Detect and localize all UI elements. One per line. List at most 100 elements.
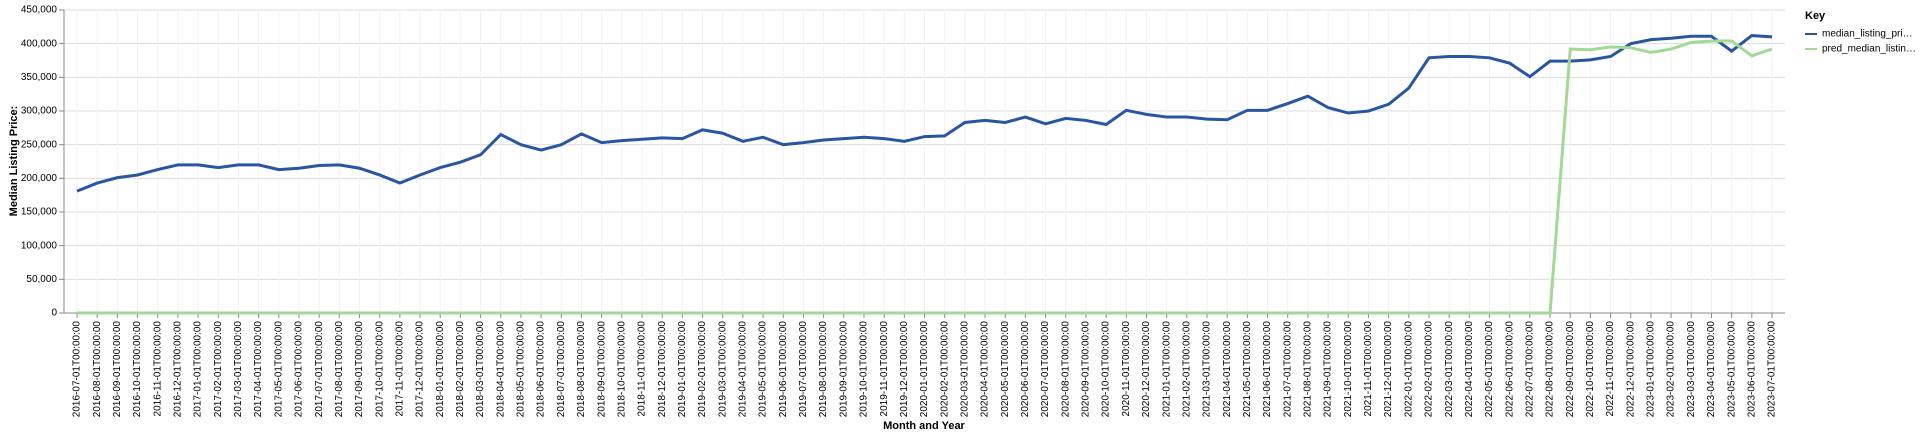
x-tick-label: 2019-09-01T00:00:00 [838, 321, 849, 418]
x-tick-label: 2023-06-01T00:00:00 [1746, 321, 1757, 418]
y-tick-label: 50,000 [26, 274, 57, 285]
x-tick-label: 2021-01-01T00:00:00 [1161, 321, 1172, 418]
x-tick-label: 2018-07-01T00:00:00 [556, 321, 567, 418]
x-tick-label: 2023-03-01T00:00:00 [1686, 321, 1697, 418]
x-tick-label: 2020-02-01T00:00:00 [939, 321, 950, 418]
x-tick-label: 2023-05-01T00:00:00 [1726, 321, 1737, 418]
x-tick-label: 2019-06-01T00:00:00 [778, 321, 789, 418]
x-tick-label: 2017-07-01T00:00:00 [314, 321, 325, 418]
x-tick-label: 2023-02-01T00:00:00 [1666, 321, 1677, 418]
x-tick-label: 2022-07-01T00:00:00 [1524, 321, 1535, 418]
x-tick-label: 2017-11-01T00:00:00 [394, 321, 405, 417]
x-tick-label: 2018-09-01T00:00:00 [596, 321, 607, 418]
x-tick-label: 2017-02-01T00:00:00 [213, 321, 224, 418]
x-tick-label: 2022-06-01T00:00:00 [1504, 321, 1515, 418]
x-tick-label: 2017-03-01T00:00:00 [233, 321, 244, 418]
x-tick-label: 2022-01-01T00:00:00 [1403, 321, 1414, 418]
y-tick-label: 400,000 [21, 38, 58, 49]
x-tick-label: 2022-10-01T00:00:00 [1585, 321, 1596, 418]
x-tick-label: 2019-11-01T00:00:00 [879, 321, 890, 417]
x-tick-label: 2017-04-01T00:00:00 [253, 321, 264, 418]
x-tick-label: 2019-01-01T00:00:00 [677, 321, 688, 418]
x-tick-label: 2022-12-01T00:00:00 [1625, 321, 1636, 418]
y-axis-title: Median Listing Price: [8, 106, 20, 217]
x-tick-label: 2019-12-01T00:00:00 [899, 321, 910, 418]
x-tick-label: 2018-04-01T00:00:00 [495, 321, 506, 418]
x-tick-label: 2018-08-01T00:00:00 [576, 321, 587, 418]
series-line [77, 39, 1773, 315]
x-tick-label: 2016-08-01T00:00:00 [92, 321, 103, 418]
x-tick-label: 2018-02-01T00:00:00 [455, 321, 466, 418]
x-tick-label: 2016-09-01T00:00:00 [112, 321, 123, 418]
x-tick-label: 2020-01-01T00:00:00 [919, 321, 930, 418]
x-tick-label: 2020-06-01T00:00:00 [1020, 321, 1031, 418]
x-tick-label: 2021-09-01T00:00:00 [1323, 321, 1334, 418]
x-tick-label: 2020-12-01T00:00:00 [1141, 321, 1152, 418]
y-tick-label: 350,000 [21, 72, 58, 83]
x-tick-label: 2018-10-01T00:00:00 [616, 321, 627, 418]
x-tick-label: 2021-03-01T00:00:00 [1202, 321, 1213, 418]
x-tick-label: 2020-05-01T00:00:00 [1000, 321, 1011, 418]
x-tick-label: 2021-04-01T00:00:00 [1222, 321, 1233, 418]
x-tick-label: 2022-08-01T00:00:00 [1545, 321, 1556, 418]
x-tick-label: 2023-01-01T00:00:00 [1646, 321, 1657, 418]
x-tick-label: 2019-02-01T00:00:00 [697, 321, 708, 418]
y-tick-label: 300,000 [21, 106, 58, 117]
x-tick-label: 2021-12-01T00:00:00 [1383, 321, 1394, 418]
x-tick-label: 2021-06-01T00:00:00 [1262, 321, 1273, 418]
x-tick-label: 2022-09-01T00:00:00 [1565, 321, 1576, 418]
x-tick-label: 2019-08-01T00:00:00 [818, 321, 829, 418]
x-tick-label: 2019-04-01T00:00:00 [738, 321, 749, 418]
x-tick-label: 2017-08-01T00:00:00 [334, 321, 345, 418]
legend-label: median_listing_pri… [1822, 29, 1913, 40]
x-tick-label: 2021-05-01T00:00:00 [1242, 321, 1253, 418]
x-tick-label: 2017-05-01T00:00:00 [273, 321, 284, 418]
x-tick-label: 2016-11-01T00:00:00 [152, 321, 163, 417]
x-tick-label: 2017-01-01T00:00:00 [193, 321, 204, 418]
x-tick-label: 2022-04-01T00:00:00 [1464, 321, 1475, 418]
x-tick-label: 2019-07-01T00:00:00 [798, 321, 809, 418]
x-tick-label: 2021-08-01T00:00:00 [1303, 321, 1314, 418]
x-tick-label: 2018-11-01T00:00:00 [637, 321, 648, 417]
x-tick-label: 2023-07-01T00:00:00 [1767, 321, 1778, 418]
x-tick-label: 2020-11-01T00:00:00 [1121, 321, 1132, 417]
x-tick-label: 2020-03-01T00:00:00 [959, 321, 970, 418]
x-tick-label: 2016-12-01T00:00:00 [173, 321, 184, 418]
x-tick-label: 2016-10-01T00:00:00 [132, 321, 143, 418]
x-tick-label: 2021-11-01T00:00:00 [1363, 321, 1374, 417]
y-tick-label: 0 [51, 308, 57, 319]
x-tick-label: 2020-08-01T00:00:00 [1060, 321, 1071, 418]
x-tick-label: 2018-06-01T00:00:00 [536, 321, 547, 418]
x-tick-label: 2021-02-01T00:00:00 [1181, 321, 1192, 418]
x-tick-label: 2017-06-01T00:00:00 [294, 321, 305, 418]
x-tick-label: 2020-07-01T00:00:00 [1040, 321, 1051, 418]
x-tick-label: 2018-01-01T00:00:00 [435, 321, 446, 418]
y-tick-label: 150,000 [21, 207, 58, 218]
series-line [76, 34, 1773, 193]
x-tick-label: 2019-03-01T00:00:00 [717, 321, 728, 418]
x-tick-label: 2019-10-01T00:00:00 [859, 321, 870, 418]
legend-title: Key [1805, 10, 1826, 22]
y-tick-label: 450,000 [21, 5, 58, 16]
x-tick-label: 2017-10-01T00:00:00 [374, 321, 385, 418]
x-tick-label: 2017-12-01T00:00:00 [415, 321, 426, 418]
x-tick-label: 2017-09-01T00:00:00 [354, 321, 365, 418]
y-tick-label: 200,000 [21, 173, 58, 184]
x-tick-label: 2022-11-01T00:00:00 [1605, 321, 1616, 417]
x-tick-label: 2018-12-01T00:00:00 [657, 321, 668, 418]
x-tick-label: 2019-05-01T00:00:00 [758, 321, 769, 418]
x-tick-label: 2021-07-01T00:00:00 [1282, 321, 1293, 418]
x-axis-title: Month and Year [883, 420, 965, 432]
x-tick-label: 2016-07-01T00:00:00 [72, 321, 83, 418]
legend-label: pred_median_listin… [1822, 44, 1916, 55]
x-tick-label: 2022-02-01T00:00:00 [1424, 321, 1435, 418]
x-tick-label: 2023-04-01T00:00:00 [1706, 321, 1717, 418]
x-tick-label: 2020-09-01T00:00:00 [1081, 321, 1092, 418]
x-tick-label: 2021-10-01T00:00:00 [1343, 321, 1354, 418]
x-tick-label: 2018-03-01T00:00:00 [475, 321, 486, 418]
x-tick-label: 2022-05-01T00:00:00 [1484, 321, 1495, 418]
x-tick-label: 2020-04-01T00:00:00 [980, 321, 991, 418]
x-tick-label: 2020-10-01T00:00:00 [1101, 321, 1112, 418]
